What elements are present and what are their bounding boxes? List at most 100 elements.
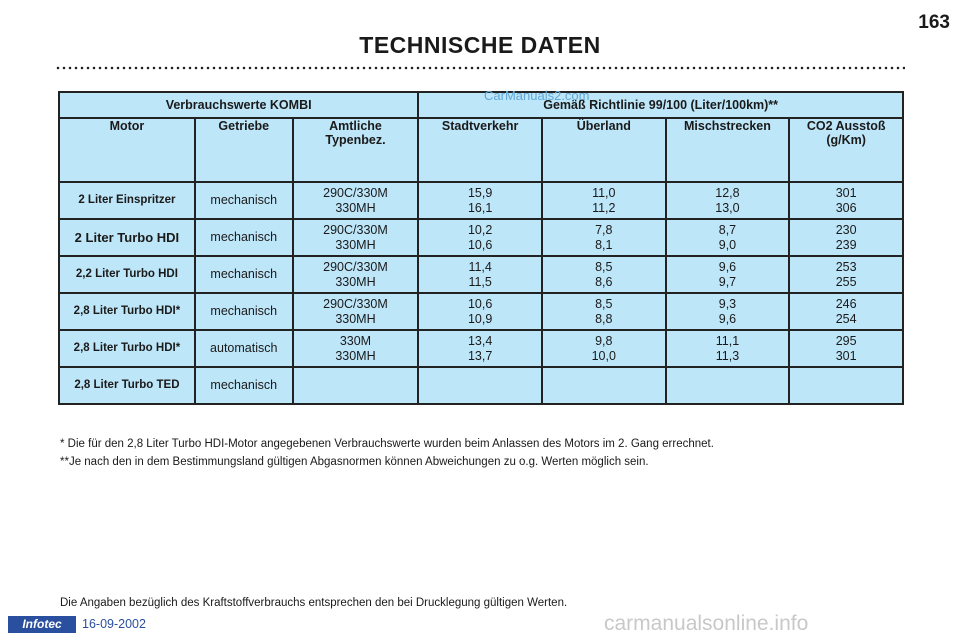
stadt-value: 16,1: [467, 200, 493, 215]
getriebe-cell: mechanisch: [193, 218, 294, 257]
co2-value: 230: [835, 222, 857, 237]
typ-cell: [291, 366, 420, 405]
misch-cell: 8,7 9,0: [664, 218, 791, 257]
misch-value: 9,6: [718, 259, 737, 274]
motor-cell: 2,8 Liter Turbo HDI*: [58, 329, 196, 368]
stadt-cell: 15,9 16,1: [417, 181, 543, 220]
misch-value: 11,3: [715, 348, 740, 363]
co2-cell: 230 239: [788, 218, 904, 257]
col-motor: Motor: [58, 117, 196, 183]
stadt-value: 10,6: [467, 237, 493, 252]
motor-cell: 2 Liter Einspritzer: [58, 181, 196, 220]
table-column-headers: Motor Getriebe Amtliche Typenbez. Stadtve…: [58, 117, 904, 183]
typ-cell: 330M 330MH: [291, 329, 420, 368]
getriebe-cell: mechanisch: [193, 181, 294, 220]
table-row: 2,2 Liter Turbo HDI mechanisch 290C/330M…: [58, 255, 904, 294]
ueberland-value: 11,2: [592, 200, 616, 215]
typ-value: 290C/330M: [323, 185, 388, 200]
typ-cell: 290C/330M 330MH: [291, 292, 420, 331]
ueberland-value: 8,6: [595, 274, 613, 289]
ueberland-value: 8,8: [595, 311, 613, 326]
dotted-divider: [55, 66, 905, 70]
ueberland-value: 7,8: [595, 222, 613, 237]
ueberland-cell: 8,5 8,8: [541, 292, 667, 331]
motor-cell: 2,8 Liter Turbo HDI*: [58, 292, 196, 331]
col-co2-line2: (g/Km): [826, 133, 866, 147]
bottom-note: Die Angaben bezüglich des Kraftstoffverb…: [60, 597, 568, 609]
typ-value: 290C/330M: [323, 222, 388, 237]
stadt-cell: 10,2 10,6: [417, 218, 543, 257]
typ-value: 330MH: [335, 274, 376, 289]
ueberland-value: 11,0: [592, 185, 616, 200]
stadt-cell: 13,4 13,7: [417, 329, 543, 368]
watermark-bottom: carmanualsonline.info: [604, 612, 809, 635]
getriebe-cell: mechanisch: [193, 366, 294, 405]
header-right: Gemäß Richtlinie 99/100 (Liter/100km)**: [417, 91, 904, 119]
col-misch: Mischstrecken: [664, 117, 791, 183]
motor-cell: 2,8 Liter Turbo TED: [58, 366, 196, 405]
getriebe-cell: mechanisch: [193, 255, 294, 294]
misch-cell: 9,3 9,6: [664, 292, 791, 331]
typ-value: 330M: [339, 333, 372, 348]
typ-value: 330MH: [335, 200, 376, 215]
co2-value: 239: [835, 237, 857, 252]
typ-value: 290C/330M: [323, 259, 388, 274]
misch-value: 9,3: [718, 296, 737, 311]
stadt-value: 11,5: [468, 274, 492, 289]
misch-cell: [664, 366, 791, 405]
co2-value: 301: [835, 185, 857, 200]
misch-value: 13,0: [715, 200, 740, 215]
misch-value: 9,6: [718, 311, 737, 326]
col-amtliche: Amtliche Typenbez.: [291, 117, 420, 183]
ueberland-value: 8,5: [595, 259, 613, 274]
footnote-1: * Die für den 2,8 Liter Turbo HDI-Motor …: [60, 438, 714, 450]
stadt-value: 10,6: [467, 296, 493, 311]
co2-value: 306: [835, 200, 857, 215]
typ-value: 330MH: [335, 311, 376, 326]
table-row: 2,8 Liter Turbo HDI* automatisch 330M 330…: [58, 329, 904, 368]
col-ueberland: Überland: [541, 117, 667, 183]
col-stadt: Stadtverkehr: [417, 117, 543, 183]
col-co2: CO2 Ausstoß (g/Km): [788, 117, 904, 183]
stadt-value: 10,2: [467, 222, 493, 237]
stadt-value: 13,4: [467, 333, 493, 348]
table-row: 2,8 Liter Turbo TED mechanisch: [58, 366, 904, 405]
misch-value: 11,1: [715, 333, 740, 348]
co2-value: 254: [835, 311, 857, 326]
misch-value: 9,0: [718, 237, 737, 252]
typ-value: 330MH: [335, 348, 376, 363]
motor-cell: 2 Liter Turbo HDI: [58, 218, 196, 257]
infotec-logo: Infotec: [8, 616, 76, 633]
co2-cell: 253 255: [788, 255, 904, 294]
misch-value: 8,7: [718, 222, 737, 237]
misch-value: 12,8: [715, 185, 740, 200]
table-row: 2 Liter Turbo HDI mechanisch 290C/330M 33…: [58, 218, 904, 257]
co2-value: 253: [835, 259, 857, 274]
co2-value: 255: [835, 274, 857, 289]
table-row: 2,8 Liter Turbo HDI* mechanisch 290C/330…: [58, 292, 904, 331]
misch-cell: 12,8 13,0: [664, 181, 791, 220]
typ-value: 290C/330M: [323, 296, 388, 311]
misch-cell: 11,1 11,3: [664, 329, 791, 368]
getriebe-cell: mechanisch: [193, 292, 294, 331]
page-title: TECHNISCHE DATEN: [359, 32, 601, 58]
header-left: Verbrauchswerte KOMBI: [57, 91, 420, 119]
stadt-value: 11,4: [468, 259, 492, 274]
ueberland-value: 10,0: [591, 348, 616, 363]
stadt-value: 15,9: [467, 185, 493, 200]
stadt-value: 13,7: [467, 348, 493, 363]
table-row: 2 Liter Einspritzer mechanisch 290C/330M…: [58, 181, 904, 220]
ueberland-cell: 9,8 10,0: [541, 329, 667, 368]
misch-cell: 9,6 9,7: [664, 255, 791, 294]
ueberland-value: 8,1: [595, 237, 613, 252]
getriebe-cell: automatisch: [193, 329, 294, 368]
watermark-top: CarManuals2.com: [484, 88, 590, 103]
stadt-cell: [417, 366, 543, 405]
co2-cell: 301 306: [788, 181, 904, 220]
col-getriebe: Getriebe: [193, 117, 294, 183]
stadt-cell: 11,4 11,5: [417, 255, 543, 294]
stadt-cell: 10,6 10,9: [417, 292, 543, 331]
ueberland-value: 8,5: [595, 296, 613, 311]
typ-cell: 290C/330M 330MH: [291, 255, 420, 294]
misch-value: 9,7: [718, 274, 737, 289]
